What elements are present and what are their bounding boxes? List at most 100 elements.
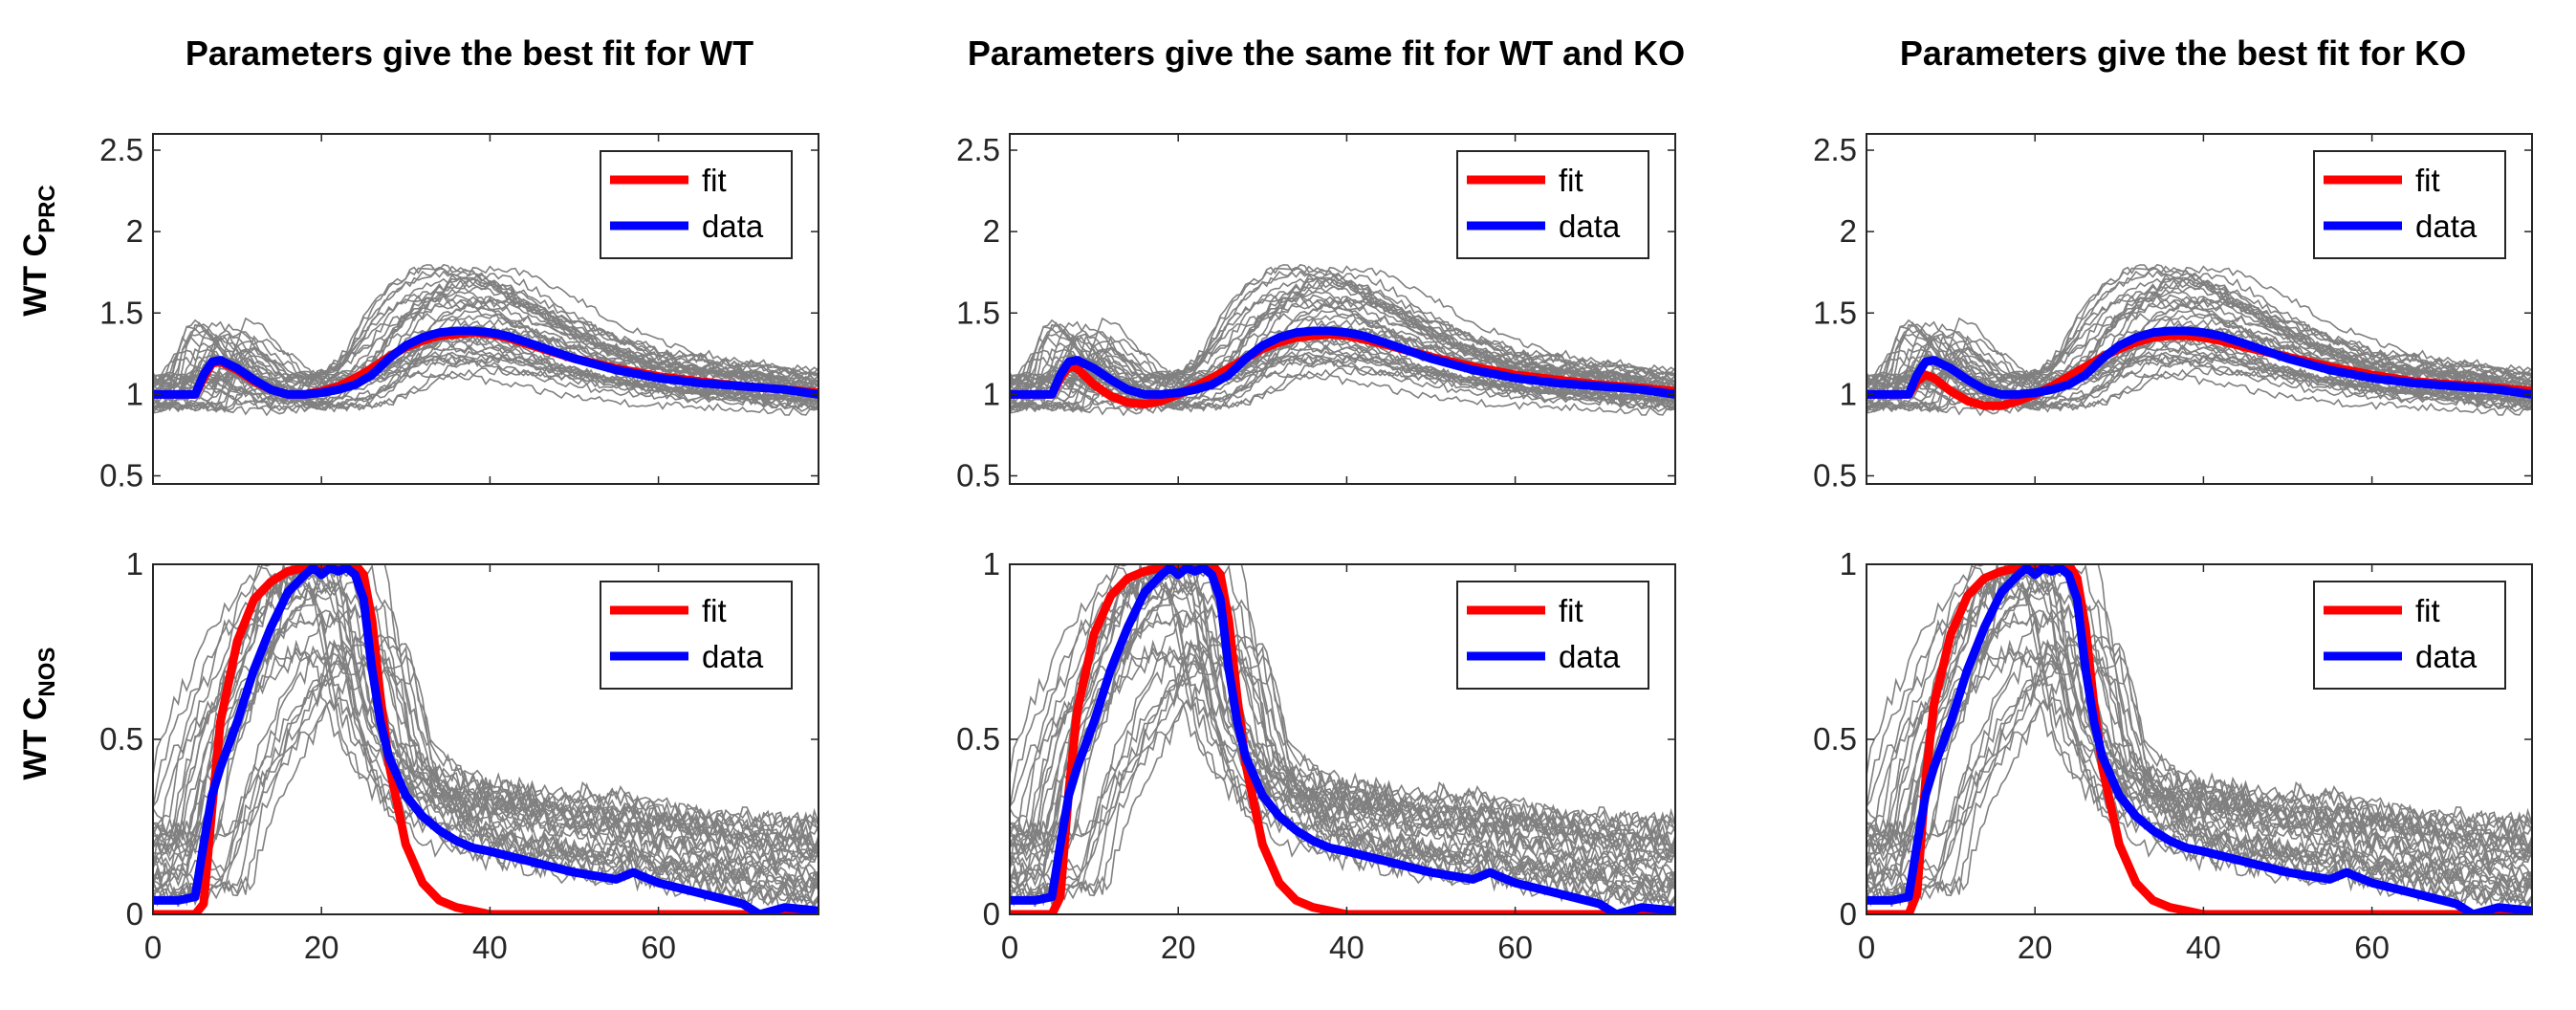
axes-frame (152, 133, 819, 485)
individual-trace (1010, 579, 1675, 848)
legend-box (600, 150, 793, 259)
y-tick-label: 0.5 (1813, 457, 1857, 493)
x-tick-label: 20 (304, 930, 339, 965)
legend: fit data (2313, 150, 2506, 259)
individual-trace (153, 313, 819, 391)
legend: fit data (1456, 581, 1649, 690)
individual-trace (1867, 265, 2532, 384)
individual-trace (153, 599, 819, 887)
chart-panel-1: 0.5 1 1.5 2 2.5 fit data (99, 132, 819, 493)
individual-trace (153, 633, 819, 893)
y-tick-label: 2 (983, 213, 1000, 249)
legend-box (2313, 150, 2506, 259)
individual-trace (1867, 584, 2532, 871)
individual-trace (153, 564, 819, 832)
panel-title-same: Parameters give the same fit for WT and … (968, 33, 1685, 73)
data-series-line (1010, 564, 1675, 914)
data-series-line (1010, 326, 1675, 399)
x-tick-label: 0 (144, 930, 162, 965)
individual-trace (153, 301, 819, 382)
legend-label-data: data (702, 209, 764, 244)
fit-series-line (153, 564, 819, 914)
individual-trace (1010, 664, 1675, 902)
x-tick-label: 20 (1161, 930, 1196, 965)
legend-box (1456, 581, 1649, 690)
panel-title-wt: Parameters give the best fit for WT (186, 33, 753, 73)
chart-panel-5: 0 0.5 1 0 20 40 60 fit data (956, 546, 1676, 965)
y-tick-label: 1.5 (956, 295, 1000, 330)
legend-box (2313, 581, 2506, 690)
fit-series-line (1010, 564, 1675, 914)
individual-trace (1010, 263, 1675, 397)
x-tick-label: 0 (1001, 930, 1018, 965)
x-tick-label: 0 (1858, 930, 1875, 965)
individual-trace (153, 356, 819, 402)
individual-trace (1010, 318, 1675, 413)
panels: 0.5 1 1.5 2 2.5 fit data 0.5 1 1.5 2 2.5 fit data 0.5 1… (99, 132, 2533, 965)
data-series-line (1867, 564, 2532, 914)
individual-trace (153, 354, 819, 411)
y-tick-label: 1 (1840, 546, 1857, 582)
individual-trace (1867, 370, 2532, 417)
y-tick-label: 1.5 (1813, 295, 1857, 330)
individual-trace (1010, 584, 1675, 871)
panel-title-ko: Parameters give the best fit for KO (1900, 33, 2466, 73)
individual-trace (1010, 313, 1675, 391)
individual-trace (1010, 265, 1675, 384)
individual-trace (1867, 564, 2532, 832)
legend-label-data: data (702, 639, 764, 674)
legend-label-fit: fit (702, 163, 727, 198)
individual-trace (1010, 599, 1675, 887)
legend: fit data (1456, 150, 1649, 259)
legend: fit data (600, 150, 793, 259)
individual-trace (1867, 579, 2532, 848)
legend: fit data (2313, 581, 2506, 690)
legend-label-fit: fit (2415, 593, 2440, 628)
individual-trace (1867, 356, 2532, 402)
y-tick-label: 0.5 (99, 457, 143, 493)
legend-label-data: data (1559, 209, 1621, 244)
individual-trace (1867, 664, 2532, 902)
individual-trace (153, 584, 819, 871)
x-tick-label: 60 (641, 930, 676, 965)
legend-label-data: data (1559, 639, 1621, 674)
chart-panel-4: 0 0.5 1 0 20 40 60 fit data (99, 546, 819, 965)
fit-series-line (1867, 564, 2532, 914)
individual-trace (1867, 301, 2532, 382)
legend-box (1456, 150, 1649, 259)
y-tick-label: 0 (1840, 896, 1857, 932)
y-tick-label: 2 (126, 213, 143, 249)
individual-trace (153, 664, 819, 902)
chart-panel-3: 0.5 1 1.5 2 2.5 fit data (1813, 132, 2533, 493)
x-tick-label: 60 (2354, 930, 2390, 965)
y-tick-label: 1 (126, 546, 143, 582)
y-tick-label: 0.5 (99, 721, 143, 757)
y-tick-label: 1 (983, 546, 1000, 582)
row-label-nos-sub: NOS (34, 648, 60, 697)
individual-traces (153, 263, 819, 417)
legend-label-fit: fit (702, 593, 727, 628)
y-tick-label: 0.5 (956, 457, 1000, 493)
individual-trace (1010, 354, 1675, 411)
individual-trace (1867, 263, 2532, 397)
data-series-line (153, 564, 819, 914)
x-tick-label: 40 (472, 930, 508, 965)
individual-trace (153, 370, 819, 417)
y-tick-label: 2.5 (1813, 132, 1857, 167)
y-tick-label: 2 (1840, 213, 1857, 249)
data-series-line (1867, 326, 2532, 399)
legend-label-fit: fit (1559, 163, 1583, 198)
individual-trace (153, 265, 819, 384)
y-tick-label: 0.5 (956, 721, 1000, 757)
legend-box (600, 581, 793, 690)
individual-trace (1867, 313, 2532, 391)
y-tick-label: 0.5 (1813, 721, 1857, 757)
row-label-prc-sub: PRC (34, 185, 60, 233)
axes-frame (1866, 133, 2533, 485)
axes-frame (1009, 133, 1676, 485)
x-tick-label: 20 (2018, 930, 2053, 965)
individual-trace (1010, 564, 1675, 832)
data-series-line (153, 326, 819, 399)
individual-trace (153, 335, 819, 406)
row-label-nos-main: WT C (17, 697, 54, 780)
